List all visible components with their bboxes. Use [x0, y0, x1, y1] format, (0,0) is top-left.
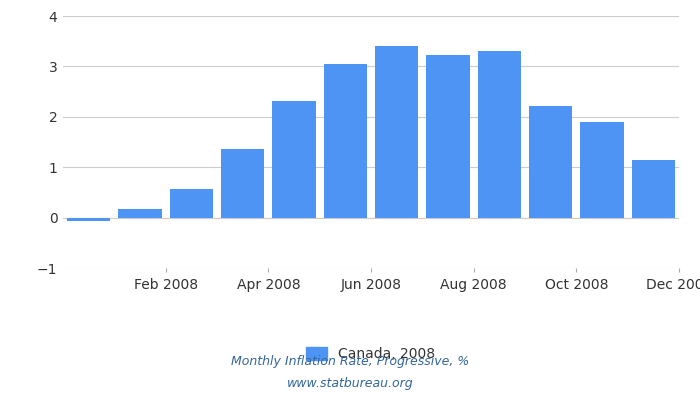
Bar — [169, 189, 213, 218]
Bar — [375, 46, 419, 218]
Bar — [272, 101, 316, 218]
Bar — [580, 122, 624, 218]
Text: Monthly Inflation Rate, Progressive, %: Monthly Inflation Rate, Progressive, % — [231, 356, 469, 368]
Bar — [66, 218, 111, 221]
Bar — [323, 64, 367, 218]
Text: www.statbureau.org: www.statbureau.org — [287, 378, 413, 390]
Bar — [118, 208, 162, 218]
Bar — [631, 160, 675, 218]
Bar — [221, 148, 265, 218]
Legend: Canada, 2008: Canada, 2008 — [301, 342, 441, 367]
Bar — [477, 51, 521, 218]
Bar — [426, 55, 470, 218]
Bar — [528, 106, 573, 218]
